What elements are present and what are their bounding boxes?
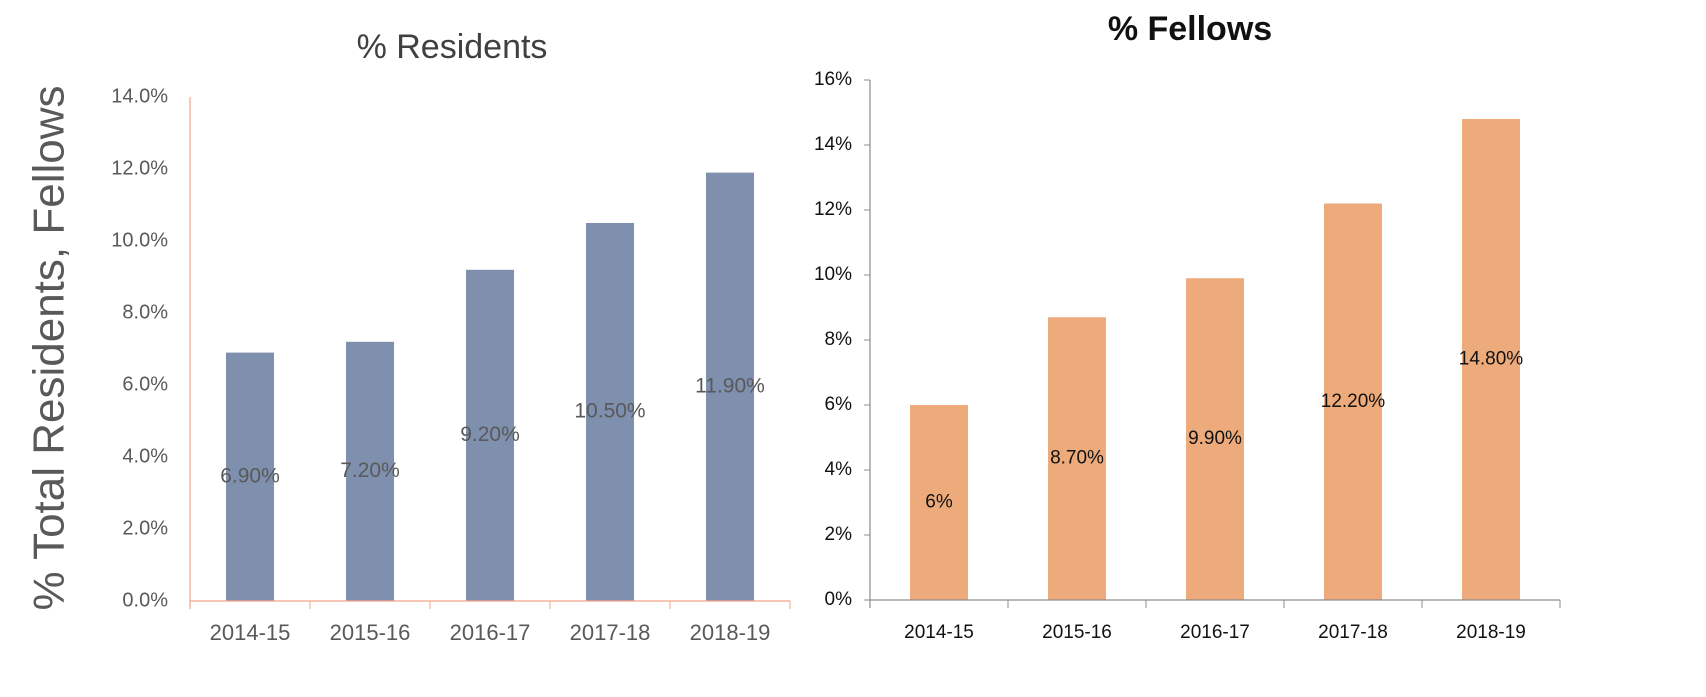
fellows-y-tick-label: 8% — [825, 329, 853, 350]
residents-bar — [586, 223, 634, 601]
fellows-data-label: 6% — [925, 492, 953, 513]
residents-y-tick-label: 10.0% — [111, 229, 168, 251]
fellows-bar — [910, 405, 968, 600]
fellows-x-tick-label: 2018-19 — [1456, 622, 1526, 643]
fellows-data-label: 12.20% — [1321, 391, 1386, 412]
residents-data-label: 9.20% — [460, 423, 520, 446]
fellows-y-tick-label: 14% — [814, 134, 852, 155]
residents-chart-title: % Residents — [357, 28, 548, 66]
shared-y-axis-label: % Total Residents, Fellows — [25, 86, 74, 611]
residents-y-tick-label: 4.0% — [122, 445, 168, 467]
fellows-x-tick-label: 2014-15 — [904, 622, 974, 643]
fellows-data-label: 8.70% — [1050, 448, 1104, 469]
fellows-bar — [1048, 317, 1106, 600]
residents-x-tick-label: 2015-16 — [330, 620, 411, 645]
residents-y-tick-label: 12.0% — [111, 157, 168, 179]
fellows-bar — [1186, 278, 1244, 600]
residents-bar — [346, 341, 394, 601]
residents-y-tick-label: 2.0% — [122, 517, 168, 539]
residents-data-label: 7.20% — [340, 459, 400, 482]
fellows-data-label: 9.90% — [1188, 428, 1242, 449]
residents-bar — [226, 352, 274, 601]
fellows-y-tick-label: 10% — [814, 264, 852, 285]
residents-y-tick-label: 0.0% — [122, 589, 168, 611]
fellows-x-tick-label: 2015-16 — [1042, 622, 1112, 643]
residents-x-tick-label: 2016-17 — [450, 620, 531, 645]
residents-y-tick-label: 14.0% — [111, 85, 168, 107]
fellows-chart-title: % Fellows — [1108, 10, 1272, 48]
fellows-y-tick-label: 16% — [814, 69, 852, 90]
fellows-y-tick-label: 0% — [825, 589, 853, 610]
residents-bar — [706, 172, 754, 601]
fellows-x-tick-label: 2016-17 — [1180, 622, 1250, 643]
residents-data-label: 11.90% — [695, 374, 765, 397]
fellows-bar — [1324, 203, 1382, 600]
residents-x-tick-label: 2018-19 — [690, 620, 771, 645]
fellows-y-tick-label: 2% — [825, 524, 853, 545]
fellows-y-tick-label: 4% — [825, 459, 853, 480]
fellows-chart: % Fellows 0% 2% 4% 6% 8% 10% 12% 14% 16% 6% 8.70%… — [814, 10, 1561, 643]
fellows-data-label: 14.80% — [1459, 349, 1524, 370]
residents-chart: % Residents 0.0% 2.0% 4.0% 6.0% 8.0% 10.0% 12.… — [111, 28, 791, 645]
residents-x-tick-label: 2014-15 — [210, 620, 291, 645]
fellows-x-tick-label: 2017-18 — [1318, 622, 1388, 643]
fellows-y-tick-label: 6% — [825, 394, 853, 415]
residents-y-tick-label: 8.0% — [122, 301, 168, 323]
residents-x-tick-label: 2017-18 — [570, 620, 651, 645]
residents-data-label: 6.90% — [220, 464, 280, 487]
residents-bar — [466, 269, 514, 601]
fellows-bar — [1462, 119, 1520, 600]
fellows-y-tick-label: 12% — [814, 199, 852, 220]
residents-y-tick-label: 6.0% — [122, 373, 168, 395]
residents-data-label: 10.50% — [574, 400, 645, 423]
